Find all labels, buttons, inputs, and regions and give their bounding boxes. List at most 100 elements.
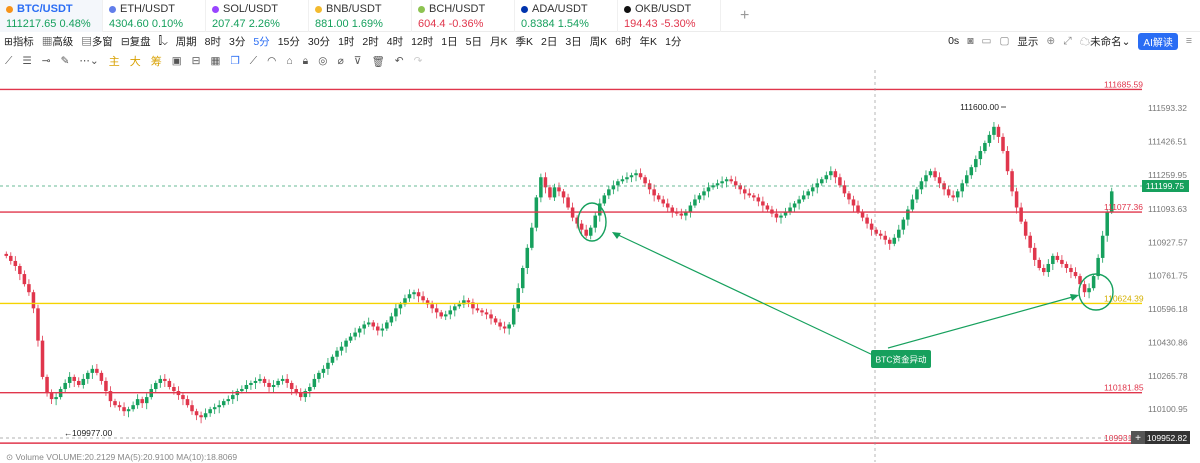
add-tab-icon[interactable]: + (740, 7, 750, 24)
period-3m[interactable]: 3分 (229, 35, 246, 48)
period-6h[interactable]: 6时 (615, 35, 632, 48)
more-tools-icon[interactable]: ⋯⌄ (79, 55, 99, 67)
period-month[interactable]: 月K (489, 35, 508, 48)
big-chip[interactable]: 大 (129, 56, 141, 68)
period-3d[interactable]: 3日 (565, 35, 582, 48)
lock-icon[interactable]: 🔒︎ (302, 54, 309, 67)
candle-body (616, 181, 620, 186)
tab-btc[interactable]: BTC/USDT 111217.65 0.48% (0, 0, 103, 32)
period-year[interactable]: 年K (639, 35, 658, 48)
candle-body (765, 205, 770, 210)
pen-tool-icon[interactable]: ✎ (60, 55, 70, 67)
brush-icon[interactable]: ◠ (267, 55, 277, 67)
eth-coin-icon (109, 6, 116, 13)
period-15m[interactable]: 15分 (277, 35, 300, 48)
chips-chip[interactable]: 筹 (150, 56, 162, 68)
tab-okb[interactable]: OKB/USDT 194.43 -5.30% (618, 0, 721, 32)
candle-body (733, 181, 738, 186)
candle-body (693, 199, 697, 206)
candle-body (362, 324, 366, 329)
trash-icon[interactable]: 🗑︎ (371, 55, 385, 68)
filter-icon[interactable]: ⊽ (353, 55, 362, 67)
candle-body (199, 415, 203, 418)
camera-icon[interactable]: ◙ (967, 35, 974, 47)
candle-body (76, 380, 81, 385)
eraser-icon[interactable]: ⌀ (337, 55, 344, 67)
candle-body (833, 171, 838, 178)
screen-icon[interactable]: ▭ (981, 35, 992, 47)
period-30m[interactable]: 30分 (307, 35, 331, 48)
tab-ada[interactable]: ADA/USDT 0.8384 1.54% (515, 0, 618, 32)
candle-body (788, 207, 792, 212)
candle-body (412, 292, 416, 295)
tab-sol[interactable]: SOL/USDT 207.47 2.26% (206, 0, 309, 32)
candle-body (815, 183, 820, 188)
undo-icon[interactable]: ↶ (394, 55, 404, 67)
hlines-tool-icon[interactable]: ☰ (22, 55, 32, 67)
tab-bch[interactable]: BCH/USDT 604.4 -0.36% (412, 0, 515, 32)
annotation-label-box[interactable] (871, 350, 931, 368)
indicators-button[interactable]: ⊞指标 (4, 35, 34, 48)
candle-body (321, 368, 326, 373)
main-chip[interactable]: 主 (108, 56, 120, 68)
line-tool-icon[interactable]: ⟋ (5, 54, 13, 67)
candle-body (1105, 211, 1109, 236)
replay-button[interactable]: ⊟复盘 (120, 35, 151, 48)
tab-bnb[interactable]: BNB/USDT 881.00 1.69% (309, 0, 412, 32)
candle-body (1032, 247, 1037, 260)
candle-body (203, 413, 208, 418)
period-1h[interactable]: 1时 (338, 35, 355, 48)
magnet-icon[interactable]: ⌂ (286, 55, 293, 67)
grid-tool-icon[interactable]: ▦ (210, 55, 221, 67)
candle-body (326, 362, 330, 369)
candle-body (271, 384, 276, 388)
candle-body (135, 399, 140, 406)
candle-body (919, 181, 924, 190)
box-icon[interactable]: ▣ (171, 55, 182, 67)
copy-icon[interactable]: ❐ (230, 55, 240, 67)
y-tick-label: 111593.32 (1148, 103, 1187, 113)
period-1d[interactable]: 1日 (441, 35, 458, 48)
candle-body (697, 195, 702, 200)
candle-body (1028, 235, 1032, 248)
period-quarter[interactable]: 季K (515, 35, 533, 48)
candle-body (588, 227, 593, 236)
theme-button[interactable]: ☁未命名⌄ (1079, 35, 1131, 48)
candle-body (611, 185, 616, 190)
candle-body (276, 380, 280, 385)
tab-eth[interactable]: ETH/USDT 4304.60 0.10% (103, 0, 206, 32)
price-chart[interactable]: 111685.59 111077.36 110624.39 110181.85 1099… (0, 70, 1200, 462)
period-1m[interactable]: 1分 (665, 35, 682, 48)
redo-icon[interactable]: ↷ (413, 55, 423, 67)
period-5d[interactable]: 5日 (465, 35, 482, 48)
candle-body (294, 389, 298, 394)
period-4h[interactable]: 4时 (386, 35, 404, 48)
current-price-tag (1142, 180, 1189, 192)
chart-type-button[interactable]: ⫿⌄ (155, 35, 172, 48)
period-12h[interactable]: 12时 (411, 35, 434, 48)
layout-icon[interactable]: ▢ (999, 35, 1010, 47)
ai-interpret-button[interactable]: AI解读 (1138, 32, 1178, 50)
advanced-button[interactable]: ▦高级 (41, 35, 74, 48)
crosshair-plus-button[interactable] (1131, 431, 1145, 444)
display-button[interactable]: 显示 (1017, 35, 1039, 48)
candle-body (847, 193, 851, 200)
fullscreen-icon[interactable]: ⤢ (1063, 34, 1072, 47)
measure-icon[interactable]: ⟋ (249, 54, 258, 67)
hide-icon[interactable]: ◎ (318, 55, 328, 67)
candle-body (240, 389, 244, 392)
split-icon[interactable]: ⊟ (191, 55, 201, 67)
tool-icon[interactable]: ⊕ (1046, 35, 1056, 47)
candle-body (883, 235, 887, 240)
ray-tool-icon[interactable]: ⊸ (41, 55, 51, 67)
multi-window-button[interactable]: ▤多窗 (81, 35, 113, 48)
candle-body (575, 217, 579, 224)
period-week[interactable]: 周K (589, 35, 608, 48)
period-8h[interactable]: 8时 (204, 35, 221, 48)
period-2d[interactable]: 2日 (541, 35, 558, 48)
period-2h[interactable]: 2时 (362, 35, 379, 48)
period-5m[interactable]: 5分 (253, 35, 270, 48)
candle-body (31, 292, 36, 309)
candle-body (593, 215, 598, 228)
menu-icon[interactable]: ≡ (1185, 35, 1192, 47)
